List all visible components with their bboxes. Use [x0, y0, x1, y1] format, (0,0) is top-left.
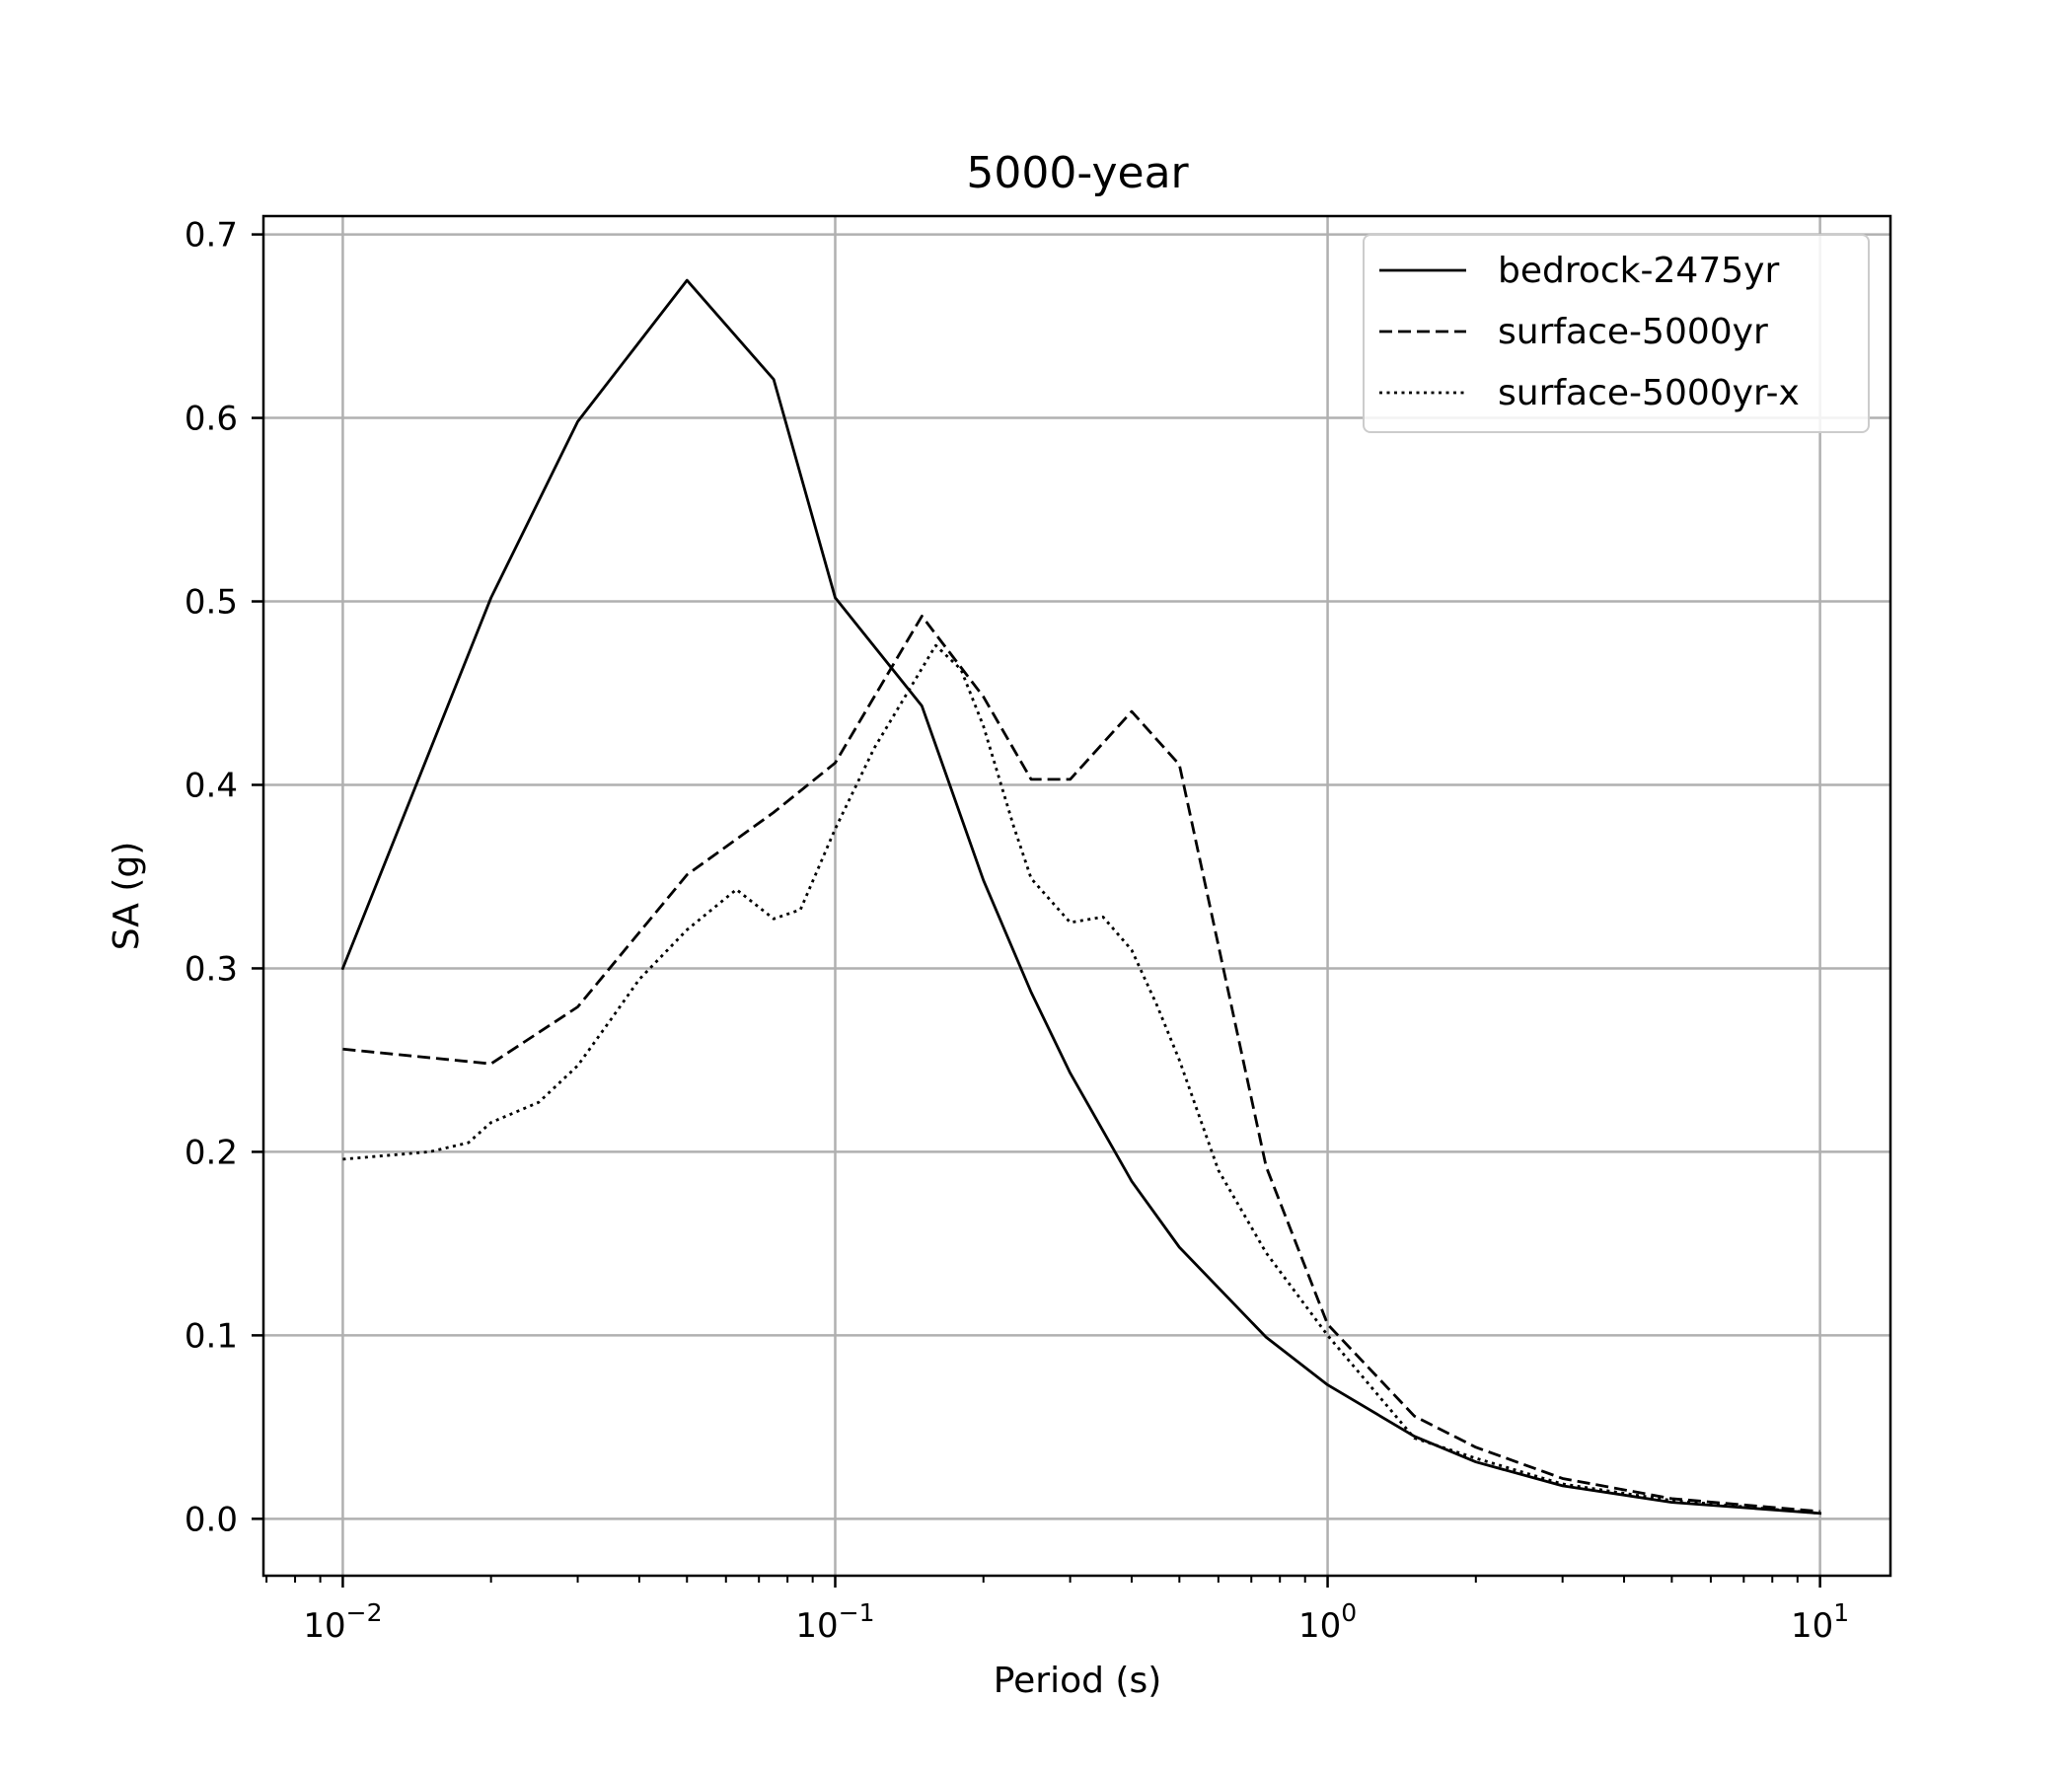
- grid: [263, 216, 1890, 1576]
- y-tick-label: 0.5: [185, 583, 238, 623]
- series-lines: [340, 278, 1822, 1516]
- plot-frame: [261, 214, 1892, 1578]
- y-tick-label: 0.1: [185, 1316, 238, 1356]
- y-tick-label: 0.0: [185, 1500, 238, 1539]
- legend-label: surface-5000yr-x: [1498, 373, 1800, 413]
- y-tick-label: 0.7: [185, 216, 238, 256]
- y-tick-label: 0.2: [185, 1133, 238, 1172]
- series-line-surface-5000yr: [342, 615, 1820, 1514]
- x-tick-label: 10−1: [795, 1598, 874, 1646]
- x-axis-label: Period (s): [994, 1661, 1162, 1701]
- legend: bedrock-2475yr surface-5000yr surface-5000…: [1363, 234, 1870, 433]
- legend-label: bedrock-2475yr: [1498, 251, 1779, 291]
- axis-ticks: 0.0 0.1 0.2 0.3 0.4 0.5 0.6 0.7 10−2 10−1 100 101: [185, 216, 1849, 1646]
- legend-label: surface-5000yr: [1498, 312, 1768, 352]
- series-line-bedrock-2475yr: [340, 278, 1822, 1516]
- y-tick-label: 0.6: [185, 400, 238, 439]
- y-axis-label: SA (g): [107, 842, 147, 951]
- x-tick-label: 10−2: [303, 1598, 382, 1646]
- chart-title: 5000-year: [966, 148, 1189, 198]
- x-tick-label: 100: [1298, 1598, 1357, 1646]
- x-tick-label: 101: [1791, 1598, 1849, 1646]
- legend-box: [1363, 234, 1870, 433]
- y-tick-label: 0.4: [185, 766, 238, 805]
- y-tick-label: 0.3: [185, 949, 238, 989]
